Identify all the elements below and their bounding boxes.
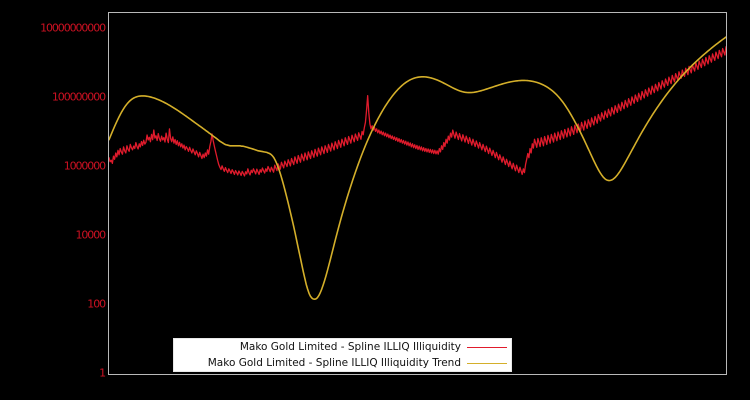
y-tick-label-4: 100 <box>87 297 106 311</box>
legend-label-illiquidity: Mako Gold Limited - Spline ILLIQ Illiqui… <box>239 341 461 353</box>
legend-swatch-illiquidity <box>467 346 507 348</box>
y-tick-label-1: 100000000 <box>51 90 106 104</box>
chart-legend: Mako Gold Limited - Spline ILLIQ Illiqui… <box>173 338 512 372</box>
legend-swatch-illiquidity-trend <box>467 362 507 364</box>
plot-area <box>108 12 727 375</box>
plot-clip <box>109 13 726 374</box>
y-tick-label-3: 10000 <box>75 228 107 242</box>
legend-row: Mako Gold Limited - Spline ILLIQ Illiqui… <box>174 339 511 355</box>
y-tick-label-2: 1000000 <box>63 159 106 173</box>
legend-row: Mako Gold Limited - Spline ILLIQ Illiqui… <box>174 355 511 371</box>
y-tick-label-5: 1 <box>99 366 106 380</box>
y-axis-tick-labels: 10000000000 100000000 1000000 10000 100 1 <box>0 0 107 400</box>
y-tick-label-0: 10000000000 <box>40 21 106 35</box>
series-line-illiquidity <box>109 46 726 177</box>
series-line-illiquidity-trend <box>109 36 726 301</box>
legend-label-illiquidity-trend: Mako Gold Limited - Spline ILLIQ Illiqui… <box>207 357 461 369</box>
series-svg <box>109 36 726 301</box>
